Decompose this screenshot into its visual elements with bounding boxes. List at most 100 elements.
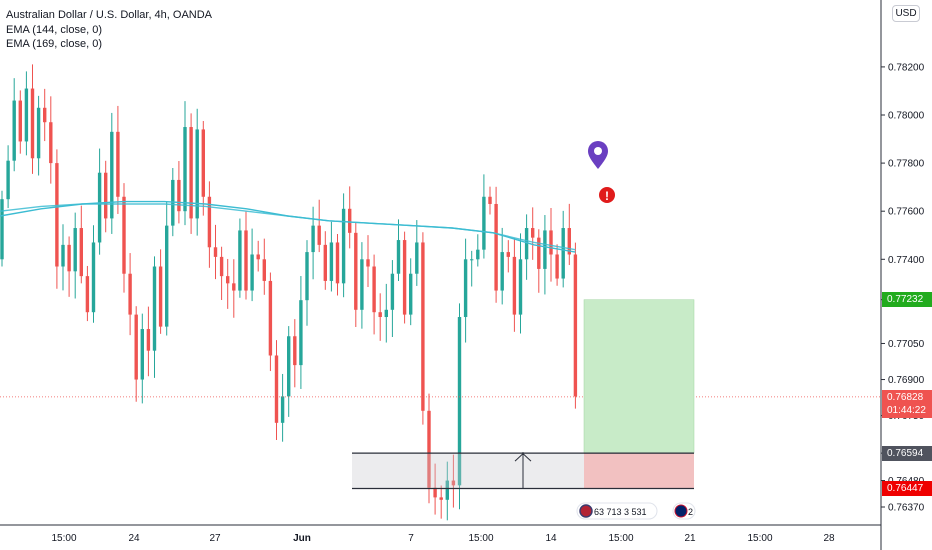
x-tick-label: 14 xyxy=(545,533,557,544)
us-events-text: 63 713 3 531 xyxy=(594,507,647,517)
candle-body xyxy=(354,232,358,310)
candle-body xyxy=(317,225,321,245)
candle-body xyxy=(79,228,83,277)
candle-body xyxy=(445,480,449,500)
x-tick-label: 27 xyxy=(209,533,221,544)
range-box xyxy=(352,453,584,489)
candle-body xyxy=(409,273,413,315)
candle-body xyxy=(219,256,224,277)
candle-body xyxy=(470,259,474,261)
candle-body xyxy=(104,172,108,219)
candle-body xyxy=(390,273,395,310)
candle-body xyxy=(213,247,218,257)
candle-body xyxy=(30,88,35,159)
candle-body xyxy=(524,228,529,260)
candle-body xyxy=(360,259,364,310)
candle-body xyxy=(402,240,407,315)
candle-body xyxy=(323,244,327,281)
ema-169-label[interactable]: EMA (169, close, 0) xyxy=(6,38,102,50)
candle-body xyxy=(348,208,352,233)
candle-body xyxy=(122,196,126,274)
au-events-text: 2 xyxy=(688,507,693,517)
candle-body xyxy=(366,259,370,267)
x-tick-label: 15:00 xyxy=(608,533,633,544)
currency-button[interactable]: USD xyxy=(892,5,920,22)
location-marker-dot xyxy=(594,147,602,155)
candle-body xyxy=(476,249,480,260)
candle-body xyxy=(55,163,59,267)
candle-body xyxy=(201,129,205,197)
candle-body xyxy=(189,127,193,219)
candle-body xyxy=(49,122,53,164)
candle-body xyxy=(110,131,114,219)
candle-body xyxy=(256,254,260,260)
candle-body xyxy=(421,242,425,411)
target-zone xyxy=(583,299,695,454)
candle-body xyxy=(238,230,242,291)
candle-body xyxy=(506,252,510,257)
x-tick-label: 15:00 xyxy=(51,533,76,544)
candle-body xyxy=(280,396,285,423)
candle-body xyxy=(116,131,120,197)
candle-body xyxy=(226,276,230,284)
candle-body xyxy=(146,329,151,351)
candle-body xyxy=(378,312,382,318)
y-tick-label: 0.77600 xyxy=(888,207,925,218)
ema-144-line xyxy=(0,200,576,253)
candle-body xyxy=(6,160,10,200)
candle-body xyxy=(207,196,212,248)
candle-body xyxy=(158,266,163,327)
candle-body xyxy=(512,256,517,315)
ema-144-label[interactable]: EMA (144, close, 0) xyxy=(6,23,102,36)
candle-body xyxy=(372,266,376,313)
candle-body xyxy=(152,266,157,351)
candle-body xyxy=(396,240,401,274)
stop-price-tag: 0.76447 xyxy=(882,480,932,496)
candle-body xyxy=(250,254,254,291)
candle-body xyxy=(43,107,47,123)
candle-body xyxy=(549,230,553,255)
last-price-tag: 0.76828 01:44:22 xyxy=(882,389,932,418)
candle-body xyxy=(18,100,22,142)
us-flag-icon xyxy=(579,504,593,518)
candle-body xyxy=(128,273,132,315)
y-tick-label: 0.76370 xyxy=(888,503,925,514)
candle-body xyxy=(488,196,492,204)
candle-body xyxy=(91,242,96,313)
target-price-tag: 0.77232 xyxy=(882,292,932,308)
candle-body xyxy=(134,314,138,380)
candle-body xyxy=(463,259,468,318)
x-tick-label: Jun xyxy=(293,533,311,544)
chart-legend: Australian Dollar / U.S. Dollar, 4h, OAN… xyxy=(6,8,212,52)
candle-body xyxy=(457,317,462,486)
y-tick-label: 0.77800 xyxy=(888,159,925,170)
y-tick-label: 0.77400 xyxy=(888,255,925,266)
candle-body xyxy=(482,196,486,250)
candle-body xyxy=(518,259,523,315)
last-price-value: 0.76828 xyxy=(887,391,924,403)
candle-body xyxy=(244,230,248,291)
candle-body xyxy=(73,228,77,272)
candle-body xyxy=(67,244,71,272)
x-tick-label: 24 xyxy=(128,533,140,544)
candle-body xyxy=(433,487,437,498)
alert-icon-glyph: ! xyxy=(605,189,609,203)
candle-body xyxy=(311,225,315,253)
y-tick-label: 0.76900 xyxy=(888,375,925,386)
x-tick-label: 15:00 xyxy=(747,533,772,544)
candle-body xyxy=(61,244,65,267)
entry-price-tag: 0.76594 xyxy=(882,445,932,461)
candle-body xyxy=(500,252,504,291)
candle-body xyxy=(97,172,102,243)
candle-body xyxy=(561,228,565,279)
range-arrow-head xyxy=(514,452,532,462)
symbol-title[interactable]: Australian Dollar / U.S. Dollar, 4h, OAN… xyxy=(6,9,213,21)
candle-body xyxy=(299,300,303,366)
x-tick-label: 21 xyxy=(684,533,696,544)
candle-body xyxy=(543,230,547,269)
candle-body xyxy=(305,252,309,301)
y-tick-label: 0.78200 xyxy=(888,62,925,73)
stop-zone xyxy=(584,453,694,489)
